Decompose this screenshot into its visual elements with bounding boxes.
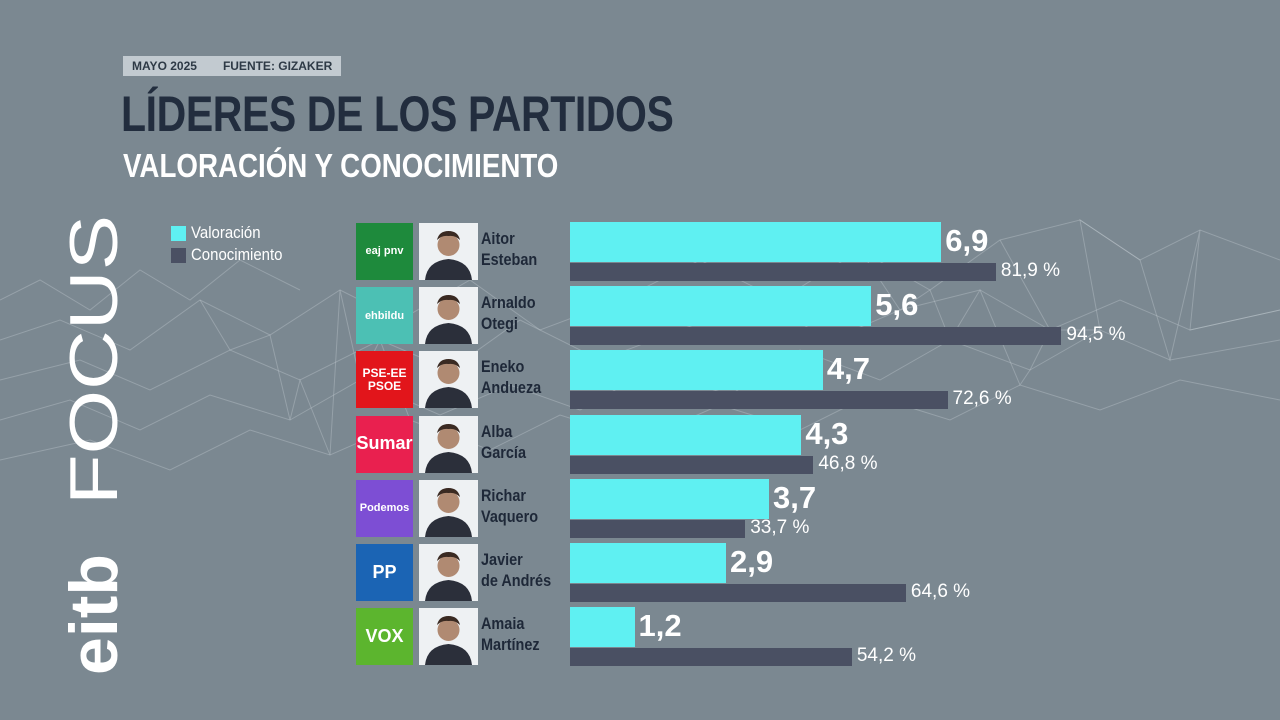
survey-source: FUENTE: GIZAKER [222,59,333,73]
survey-date: MAYO 2025 [132,59,197,73]
leader-name: Alba García [481,421,526,463]
label-conocimiento: 64,6 % [910,581,971,602]
label-conocimiento: 72,6 % [952,388,1012,410]
bar-conocimiento [570,391,948,410]
leader-photo [419,608,478,666]
leader-last-name: Andueza [481,378,542,398]
leader-last-name: Otegi [481,314,518,334]
leader-name: Amaia Martínez [481,613,540,655]
leader-row: Sumar Alba García 4,3 46,8 % [0,414,1280,479]
leader-last-name: Esteban [481,250,538,269]
bar-valoracion [570,286,872,327]
legend: Valoración Conocimiento [171,222,295,266]
legend-item-valoracion: Valoración [171,222,295,244]
leader-last-name: Vaquero [481,506,539,526]
eitbfocus-logo: eitb FOCUS [65,215,127,675]
label-valoracion: 2,9 [730,544,774,579]
bar-conocimiento [570,263,996,281]
party-logo: Sumar [356,415,413,473]
leader-row: VOX Amaia Martínez 1,2 54,2 % [0,607,1280,671]
brand-prefix: eitb [65,554,127,675]
party-logo-text: PSE-EE PSOE [362,365,407,393]
label-conocimiento: 94,5 % [1066,324,1126,346]
bar-valoracion [570,607,635,648]
bar-conocimiento [570,519,746,538]
bar-valoracion [570,478,770,519]
label-conocimiento: 46,8 % [818,452,878,474]
party-logo: VOX [356,608,413,666]
leader-name: Arnaldo Otegi [481,292,536,334]
label-conocimiento: 81,9 % [1000,260,1061,281]
leader-first-name: Richar [481,485,526,505]
leader-last-name: de Andrés [481,571,552,590]
leader-first-name: Alba [481,421,513,441]
party-logo-text: Sumar [356,433,413,454]
party-logo: PP [356,544,413,601]
label-valoracion: 6,9 [945,223,989,258]
leader-first-name: Eneko [481,357,525,377]
leader-photo [419,544,478,601]
leader-name: Eneko Andueza [481,356,541,398]
chart-subtitle: VALORACIÓN Y CONOCIMIENTO [123,147,559,184]
party-logo: PSE-EE PSOE [356,351,413,409]
leader-row: eaj pnv Aitor Esteban 6,9 81,9 % [0,222,1280,286]
leader-photo [419,479,478,537]
legend-label-conocimiento: Conocimiento [191,245,283,264]
bar-valoracion [570,543,727,583]
leader-name: Javier de Andrés [481,549,551,591]
party-logo-text: VOX [365,625,404,646]
party-logo: eaj pnv [356,223,413,280]
source-bar: MAYO 2025 FUENTE: GIZAKER [123,56,342,76]
leader-first-name: Aitor [481,229,515,248]
leader-photo [419,223,478,280]
bar-valoracion [570,222,942,262]
label-valoracion: 1,2 [638,608,682,644]
label-conocimiento: 54,2 % [856,645,916,667]
legend-item-conocimiento: Conocimiento [171,244,295,266]
bar-valoracion [570,350,823,391]
legend-swatch-conocimiento [171,247,186,263]
bar-valoracion [570,414,802,455]
leader-row: PSE-EE PSOE Eneko Andueza 4,7 72,6 % [0,350,1280,414]
legend-swatch-valoracion [171,225,186,241]
leader-first-name: Javier [481,550,523,569]
legend-label-valoracion: Valoración [191,223,261,242]
label-valoracion: 4,3 [805,415,849,451]
bar-conocimiento [570,648,852,667]
label-valoracion: 5,6 [875,287,919,323]
leader-first-name: Amaia [481,614,525,634]
bar-conocimiento [570,584,906,602]
brand-word: FOCUS [65,215,127,505]
label-valoracion: 3,7 [773,479,817,515]
leader-last-name: Martínez [481,635,540,655]
label-valoracion: 4,7 [826,351,870,387]
leader-first-name: Arnaldo [481,293,536,313]
leader-row: PP Javier de Andrés 2,9 64,6 % [0,543,1280,607]
leader-name: Richar Vaquero [481,485,538,527]
leader-last-name: García [481,442,526,462]
party-logo-text: eaj pnv [365,245,404,258]
leader-photo [419,287,478,345]
bar-conocimiento [570,455,814,474]
label-conocimiento: 33,7 % [750,516,810,538]
leader-row: ehbildu Arnaldo Otegi 5,6 94,5 % [0,286,1280,350]
leader-row: Podemos Richar Vaquero 3,7 33,7 % [0,478,1280,543]
party-logo-text: PP [372,561,397,582]
party-logo: ehbildu [356,287,413,345]
party-logo-text: Podemos [359,502,410,515]
leader-name: Aitor Esteban [481,228,537,270]
leader-photo [419,415,478,473]
bar-conocimiento [570,327,1062,346]
party-logo: Podemos [356,479,413,537]
leader-photo [419,351,478,409]
chart-title: LÍDERES DE LOS PARTIDOS [121,86,674,142]
party-logo-text: ehbildu [364,309,405,322]
